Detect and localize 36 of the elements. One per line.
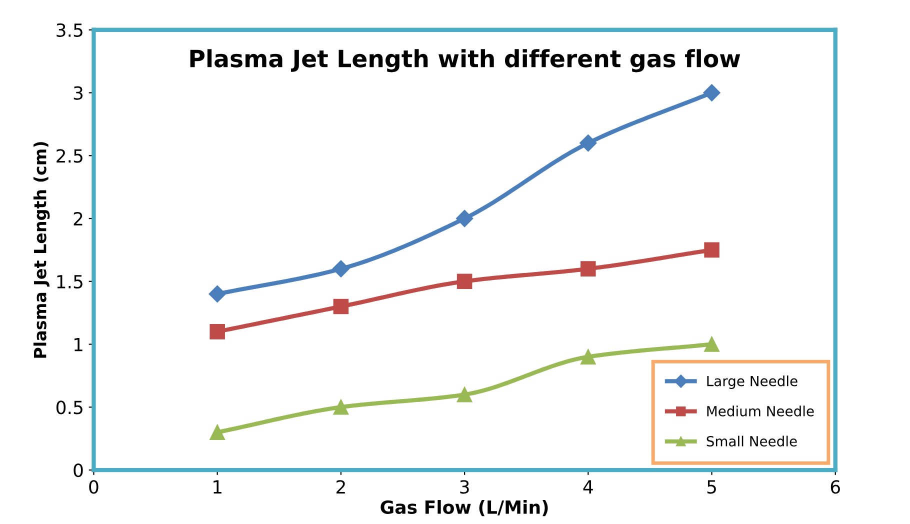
point xyxy=(580,261,596,276)
point xyxy=(456,274,472,290)
y-tick-label: 2 xyxy=(74,212,82,226)
point xyxy=(456,210,474,228)
point xyxy=(332,260,350,278)
text: Plasma Jet Length with different gas flow xyxy=(190,49,740,72)
y-tick-label: 2.5 xyxy=(56,149,82,163)
legend-label: Large Needle xyxy=(707,376,798,389)
legend-label: Small Needle xyxy=(706,436,797,447)
point xyxy=(333,298,349,314)
y-tick-label: 0 xyxy=(74,463,83,478)
point xyxy=(703,84,720,102)
legend-label: Medium Needle xyxy=(707,406,814,416)
x-tick-label: 4 xyxy=(583,480,593,494)
x-tick-label: 3 xyxy=(460,480,469,494)
point xyxy=(208,285,226,303)
point xyxy=(333,400,349,415)
x-tick-label: 1 xyxy=(214,480,222,494)
x-tick-label: 0 xyxy=(89,480,98,494)
y-tick-label: 0.5 xyxy=(56,400,82,414)
y-tick-label: 3 xyxy=(74,86,83,100)
point xyxy=(704,336,720,352)
point xyxy=(210,324,225,340)
y-tick-label: 1.5 xyxy=(57,275,82,289)
x-tick-label: 6 xyxy=(830,480,840,494)
x-tick-label: 5 xyxy=(707,480,716,494)
y-axis-title: Plasma Jet Length (cm) xyxy=(33,142,50,358)
x-axis-title: Gas Flow (L/Min) xyxy=(380,500,548,516)
point xyxy=(704,242,720,258)
point xyxy=(580,134,597,152)
x-tick-label: 2 xyxy=(336,480,345,494)
y-tick-label: 3.5 xyxy=(56,23,82,37)
point xyxy=(210,424,225,440)
point xyxy=(580,349,596,364)
y-tick-label: 1 xyxy=(74,338,82,352)
point xyxy=(456,386,472,402)
